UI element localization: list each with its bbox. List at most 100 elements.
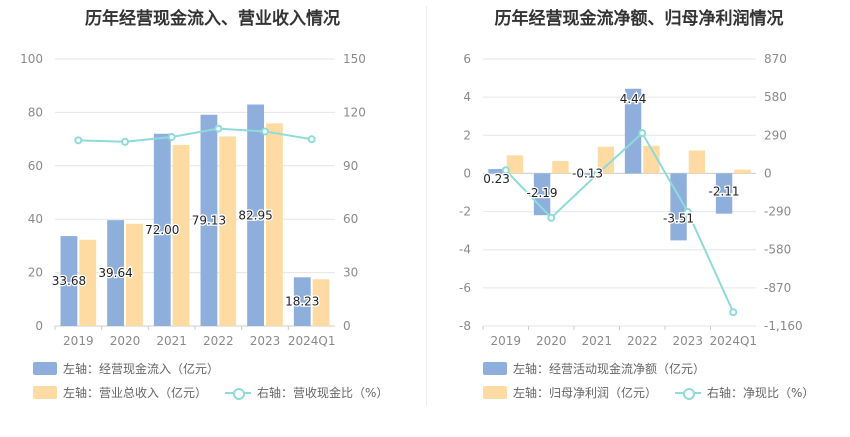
ratio-line <box>78 127 312 143</box>
net-cash-flow-profit-chart: -8 -1,160 -6 -870 -4 -580 -2 -290 0 0 2 290 4 580 6 870… <box>459 52 803 348</box>
y-tick-label-right: 0 <box>764 166 772 180</box>
line-point <box>261 127 269 136</box>
x-tick-label: 2019 <box>490 334 521 348</box>
x-tick-label: 2023 <box>672 334 703 348</box>
left-chart-panel: 历年经营现金流入、营业收入情况 0 0 20 30 40 60 60 90 80 120 100 15… <box>20 9 406 401</box>
bar-secondary <box>266 123 283 326</box>
y-tick-label-right: 870 <box>764 52 787 66</box>
bar-data-label: 33.68 <box>52 274 86 288</box>
y-tick-label-left: 80 <box>28 105 43 119</box>
y-tick-label-right: 0 <box>343 319 351 333</box>
bar-secondary <box>219 136 237 326</box>
legend-label: 右轴：净现比（%） <box>707 386 815 400</box>
y-tick-label-right: 580 <box>764 90 787 104</box>
bar-secondary <box>126 223 143 326</box>
bar-secondary <box>172 144 190 326</box>
bar-secondary <box>79 239 97 326</box>
legend-label: 左轴：经营活动现金流净额（亿元） <box>513 362 706 376</box>
bar-data-label: 0.23 <box>483 172 510 186</box>
legend-item-net-profit[interactable]: 左轴：归母净利润（亿元） <box>483 384 657 401</box>
y-tick-label-left: -6 <box>459 281 471 295</box>
legend-label: 左轴：营业总收入（亿元） <box>63 386 208 400</box>
x-tick-label: 2022 <box>627 334 658 348</box>
legend-row-2: 左轴：归母净利润（亿元） 右轴：净现比（%） <box>483 384 832 401</box>
legend-swatch <box>33 386 57 399</box>
bar-data-label: -3.51 <box>663 211 694 225</box>
bar-data-label: 4.44 <box>620 92 647 106</box>
x-tick-label: 2022 <box>203 334 234 348</box>
y-tick-label-left: 40 <box>28 212 43 226</box>
y-tick-label-left: 2 <box>463 128 471 142</box>
y-tick-label-right: 150 <box>343 52 366 66</box>
y-tick-label-right: 120 <box>343 105 366 119</box>
y-tick-label-left: 0 <box>35 319 43 333</box>
line-point <box>729 308 738 317</box>
y-tick-label-left: 4 <box>463 90 471 104</box>
y-tick-label-left: 20 <box>28 266 43 280</box>
bar-primary <box>200 114 218 326</box>
y-tick-label-left: -2 <box>459 205 471 219</box>
legend-label: 右轴：营收现金比（%） <box>257 386 389 400</box>
x-tick-label: 2021 <box>581 334 612 348</box>
bar-data-label: 79.13 <box>192 213 226 227</box>
bar-data-label: -2.11 <box>709 185 740 199</box>
bar-primary <box>579 173 596 176</box>
y-tick-label-right: 60 <box>343 212 358 226</box>
y-tick-label-left: -8 <box>459 319 471 333</box>
line-point <box>683 207 692 216</box>
bar-primary <box>488 169 505 174</box>
bar-data-label: 82.95 <box>238 208 272 222</box>
legend-row-1: 左轴：经营现金流入（亿元） <box>33 360 237 377</box>
bar-secondary <box>643 145 660 174</box>
bar-data-label: -2.19 <box>527 186 558 200</box>
bar-secondary <box>312 279 330 326</box>
y-tick-label-left: -4 <box>459 243 471 257</box>
legend-label: 左轴：经营现金流入（亿元） <box>63 362 220 376</box>
x-tick-label: 2019 <box>63 334 94 348</box>
y-tick-label-left: 6 <box>463 52 471 66</box>
line-point <box>121 137 129 146</box>
x-tick-label: 2024Q1 <box>288 334 336 348</box>
bar-primary <box>247 104 264 326</box>
legend-item-ratio[interactable]: 右轴：营收现金比（%） <box>225 384 388 401</box>
legend-row-1: 左轴：经营活动现金流净额（亿元） <box>483 360 723 377</box>
legend-swatch <box>483 386 507 399</box>
bar-data-label: 18.23 <box>285 295 319 309</box>
legend-item-net-cash-flow[interactable]: 左轴：经营活动现金流净额（亿元） <box>483 360 705 377</box>
bar-primary <box>624 88 642 174</box>
y-tick-label-left: 60 <box>28 159 43 173</box>
bar-data-label: 72.00 <box>145 223 179 237</box>
y-tick-label-right: -1,160 <box>764 319 803 333</box>
x-tick-label: 2024Q1 <box>709 334 757 348</box>
bar-primary <box>715 173 733 214</box>
x-tick-label: 2020 <box>110 334 141 348</box>
legend-swatch <box>675 386 702 400</box>
bar-secondary <box>597 146 615 174</box>
bar-primary <box>60 236 78 326</box>
line-point <box>592 170 601 179</box>
legend-item-net-cash-ratio[interactable]: 右轴：净现比（%） <box>675 384 814 401</box>
bar-secondary <box>552 161 569 174</box>
bar-data-label: 39.64 <box>98 266 132 280</box>
bar-data-label: -0.13 <box>572 166 603 180</box>
right-chart-panel: 历年经营现金流净额、归母净利润情况 -8 -1,160 -6 -870 -4 -580 -2… <box>428 0 850 437</box>
legend-swatch <box>33 362 57 375</box>
bar-secondary <box>506 155 524 174</box>
legend-label: 左轴：归母净利润（亿元） <box>513 386 658 400</box>
line-point <box>167 132 176 141</box>
bar-secondary <box>688 150 706 174</box>
bar-primary <box>293 277 311 326</box>
line-point <box>638 129 647 138</box>
legend-swatch <box>483 362 507 375</box>
y-tick-label-right: -580 <box>764 243 791 257</box>
panel-divider <box>426 6 427 406</box>
line-point <box>307 135 316 144</box>
legend-row-2: 左轴：营业总收入（亿元） 右轴：营收现金比（%） <box>33 384 406 401</box>
legend-item-cash-inflow[interactable]: 左轴：经营现金流入（亿元） <box>33 360 219 377</box>
bar-secondary <box>734 169 751 174</box>
y-tick-label-right: 290 <box>764 128 787 142</box>
legend-item-revenue[interactable]: 左轴：营业总收入（亿元） <box>33 384 207 401</box>
line-point <box>547 213 556 222</box>
line-point <box>74 136 83 145</box>
